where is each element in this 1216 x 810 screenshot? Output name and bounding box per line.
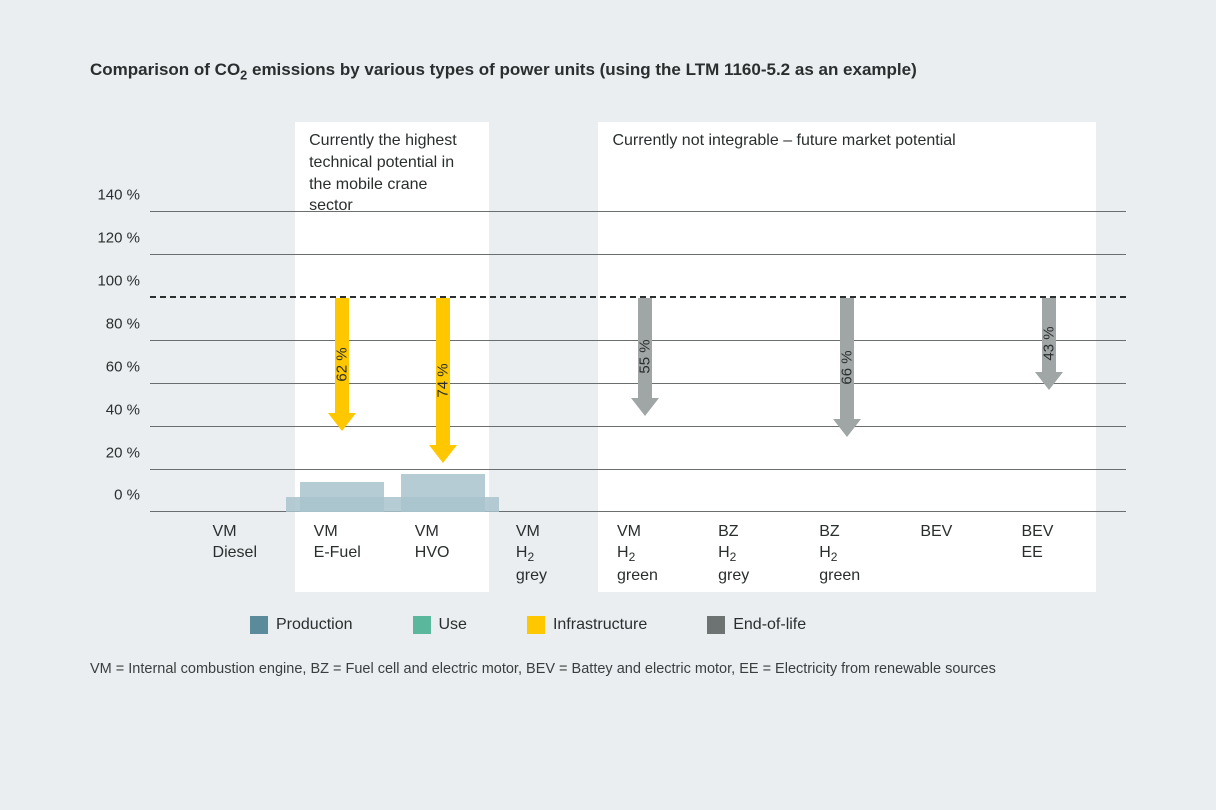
reduction-arrow-label: 74 %: [434, 350, 451, 410]
x-axis-label: VMDiesel: [213, 512, 257, 564]
y-axis-label: 0 %: [114, 487, 150, 504]
legend-label: End-of-life: [733, 616, 806, 634]
footnote: VM = Internal combustion engine, BZ = Fu…: [90, 661, 1126, 677]
legend-swatch: [250, 616, 268, 634]
podium-step: [401, 474, 485, 513]
reduction-arrow-label: 62 %: [333, 334, 350, 394]
reduction-arrow-label: 66 %: [839, 337, 856, 397]
highlight-box-label: Currently the highest technical potentia…: [309, 130, 475, 216]
legend-item: Infrastructure: [527, 616, 647, 634]
y-axis-label: 20 %: [106, 444, 150, 461]
legend-swatch: [413, 616, 431, 634]
grid-line: [150, 469, 1126, 470]
y-axis-label: 40 %: [106, 401, 150, 418]
legend-label: Production: [276, 616, 353, 634]
reduction-arrow-label: 55 %: [637, 327, 654, 387]
podium-step: [300, 482, 384, 512]
y-axis-label: 140 %: [97, 187, 150, 204]
x-axis-label: BEVEE: [1021, 512, 1053, 564]
y-axis-label: 60 %: [106, 358, 150, 375]
plot: Currently the highest technical potentia…: [150, 212, 1126, 512]
legend-item: Use: [413, 616, 467, 634]
x-axis-label: BZH2green: [819, 512, 860, 586]
x-axis-label: BEV: [920, 512, 952, 543]
grid-line: [150, 211, 1126, 212]
x-axis-label: VMH2green: [617, 512, 658, 586]
legend-label: Infrastructure: [553, 616, 647, 634]
chart-area: Currently the highest technical potentia…: [150, 122, 1126, 602]
legend-swatch: [707, 616, 725, 634]
y-axis-label: 120 %: [97, 230, 150, 247]
y-axis-label: 80 %: [106, 315, 150, 332]
legend-item: End-of-life: [707, 616, 806, 634]
x-axis-label: BZH2grey: [718, 512, 749, 586]
legend-label: Use: [439, 616, 467, 634]
legend: Production Use Infrastructure End-of-life: [250, 616, 1126, 639]
x-axis-label: VME-Fuel: [314, 512, 361, 564]
grid-line: [150, 254, 1126, 255]
y-axis-label: 100 %: [97, 273, 150, 290]
highlight-box-label: Currently not integrable – future market…: [612, 130, 1082, 152]
chart-title: Comparison of CO2 emissions by various t…: [90, 60, 1126, 82]
grid-line: [150, 426, 1126, 427]
reduction-arrow-label: 43 %: [1041, 314, 1058, 374]
x-axis-label: VMHVO: [415, 512, 450, 564]
legend-swatch: [527, 616, 545, 634]
x-axis-label: VMH2grey: [516, 512, 547, 586]
legend-item: Production: [250, 616, 353, 634]
